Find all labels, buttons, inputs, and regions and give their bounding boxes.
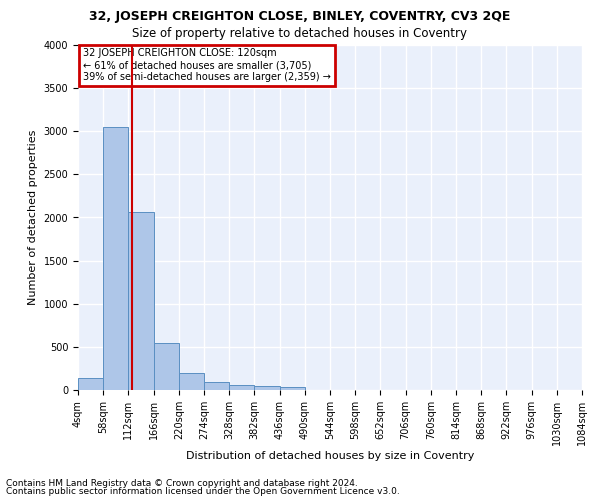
- Bar: [128, 212, 154, 390]
- Bar: [229, 385, 254, 390]
- Y-axis label: Number of detached properties: Number of detached properties: [28, 130, 38, 305]
- Text: Contains public sector information licensed under the Open Government Licence v3: Contains public sector information licen…: [6, 487, 400, 496]
- X-axis label: Distribution of detached houses by size in Coventry: Distribution of detached houses by size …: [186, 450, 474, 460]
- Text: Contains HM Land Registry data © Crown copyright and database right 2024.: Contains HM Land Registry data © Crown c…: [6, 478, 358, 488]
- Bar: [280, 386, 305, 390]
- Bar: [179, 373, 204, 390]
- Text: Size of property relative to detached houses in Coventry: Size of property relative to detached ho…: [133, 28, 467, 40]
- Bar: [78, 378, 103, 390]
- Bar: [204, 382, 229, 390]
- Bar: [254, 386, 280, 390]
- Text: 32, JOSEPH CREIGHTON CLOSE, BINLEY, COVENTRY, CV3 2QE: 32, JOSEPH CREIGHTON CLOSE, BINLEY, COVE…: [89, 10, 511, 23]
- Text: 32 JOSEPH CREIGHTON CLOSE: 120sqm
← 61% of detached houses are smaller (3,705)
3: 32 JOSEPH CREIGHTON CLOSE: 120sqm ← 61% …: [83, 48, 331, 82]
- Bar: [103, 127, 128, 390]
- Bar: [154, 342, 179, 390]
